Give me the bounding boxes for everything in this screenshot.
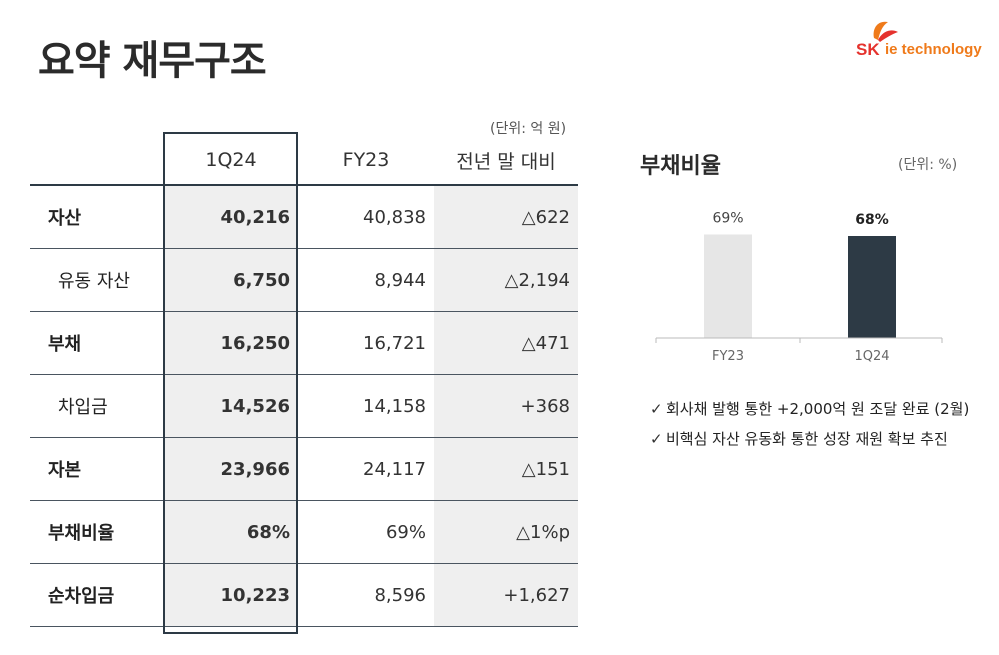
bar-value-label: 68% — [855, 212, 889, 228]
header-1q24: 1Q24 — [164, 136, 298, 186]
table-header-row: 1Q24 FY23 전년 말 대비 — [30, 136, 578, 186]
row-label: 유동 자산 — [30, 248, 164, 312]
cell-fy23: 14,158 — [298, 374, 434, 438]
table-row: 자본 23,966 24,117 △151 — [30, 437, 578, 501]
header-yoy-change: 전년 말 대비 — [434, 136, 578, 186]
row-label: 자본 — [30, 437, 164, 501]
cell-fy23: 16,721 — [298, 311, 434, 375]
debt-ratio-chart: 69% FY23 68% 1Q24 — [655, 211, 943, 364]
cell-yoy-change: △151 — [434, 437, 578, 501]
cell-1q24: 68% — [164, 500, 298, 564]
table-unit-label: (단위: 억 원) — [490, 121, 567, 137]
note-text: 비핵심 자산 유동화 통한 성장 재원 확보 추진 — [666, 430, 948, 448]
note-item: ✓ 비핵심 자산 유동화 통한 성장 재원 확보 추진 — [650, 428, 969, 449]
company-logo: SK ie technology — [848, 18, 993, 68]
chart-unit-label: (단위: %) — [898, 157, 958, 173]
row-label: 자산 — [30, 185, 164, 249]
logo-suffix-text: ie technology — [885, 41, 982, 58]
cell-yoy-change: △471 — [434, 311, 578, 375]
cell-fy23: 8,596 — [298, 563, 434, 627]
cell-yoy-change: △622 — [434, 185, 578, 249]
bar-value-label: 69% — [712, 211, 743, 227]
cell-fy23: 40,838 — [298, 185, 434, 249]
table-row: 부채비율 68% 69% △1%p — [30, 500, 578, 564]
cell-fy23: 69% — [298, 500, 434, 564]
cell-yoy-change: +1,627 — [434, 563, 578, 627]
page-title: 요약 재무구조 — [38, 38, 267, 84]
logo-butterfly-icon — [873, 21, 898, 42]
header-fy23: FY23 — [298, 136, 434, 186]
check-icon: ✓ — [650, 400, 663, 418]
check-icon: ✓ — [650, 430, 663, 448]
row-label: 부채비율 — [30, 500, 164, 564]
table-row: 자산 40,216 40,838 △622 — [30, 185, 578, 249]
cell-yoy-change: △1%p — [434, 500, 578, 564]
cell-1q24: 6,750 — [164, 248, 298, 312]
row-label: 순차입금 — [30, 563, 164, 627]
cell-fy23: 8,944 — [298, 248, 434, 312]
cell-1q24: 14,526 — [164, 374, 298, 438]
x-tick-label: 1Q24 — [854, 349, 889, 364]
table-row: 유동 자산 6,750 8,944 △2,194 — [30, 248, 578, 312]
table-row: 순차입금 10,223 8,596 +1,627 — [30, 563, 578, 627]
bar-1q24 — [848, 236, 896, 338]
notes-list: ✓ 회사채 발행 통한 +2,000억 원 조달 완료 (2월) ✓ 비핵심 자산 … — [650, 398, 969, 458]
table-row: 차입금 14,526 14,158 +368 — [30, 374, 578, 438]
note-item: ✓ 회사채 발행 통한 +2,000억 원 조달 완료 (2월) — [650, 398, 969, 419]
row-label: 차입금 — [30, 374, 164, 438]
table-row: 부채 16,250 16,721 △471 — [30, 311, 578, 375]
header-label-col — [30, 136, 164, 186]
cell-yoy-change: +368 — [434, 374, 578, 438]
cell-1q24: 40,216 — [164, 185, 298, 249]
row-label: 부채 — [30, 311, 164, 375]
cell-yoy-change: △2,194 — [434, 248, 578, 312]
logo-sk-text: SK — [856, 40, 880, 59]
x-tick-label: FY23 — [712, 349, 744, 364]
bar-fy23 — [704, 234, 752, 338]
financial-summary-table: 1Q24 FY23 전년 말 대비 자산 40,216 40,838 △622 유동 자… — [30, 136, 578, 627]
cell-1q24: 10,223 — [164, 563, 298, 627]
chart-title: 부채비율 — [640, 154, 721, 179]
note-text: 회사채 발행 통한 +2,000억 원 조달 완료 (2월) — [666, 400, 970, 418]
cell-1q24: 23,966 — [164, 437, 298, 501]
cell-fy23: 24,117 — [298, 437, 434, 501]
cell-1q24: 16,250 — [164, 311, 298, 375]
